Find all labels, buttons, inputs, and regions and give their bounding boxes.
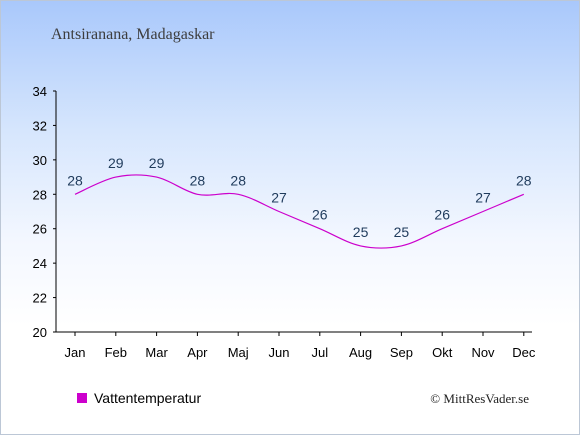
data-label: 25 — [394, 224, 410, 240]
x-tick-label: Aug — [349, 345, 372, 360]
data-label: 27 — [271, 190, 287, 206]
x-tick-label: Apr — [187, 345, 208, 360]
x-tick-label: Feb — [105, 345, 127, 360]
x-tick-label: Jan — [65, 345, 86, 360]
x-tick-label: Okt — [432, 345, 453, 360]
y-tick-label: 34 — [33, 84, 47, 99]
axes: 20 22 24 26 28 30 32 34 Jan Feb Mar Apr Maj Jun Jul Aug… — [33, 84, 536, 360]
data-label: 28 — [230, 172, 246, 188]
y-tick-label: 26 — [33, 222, 47, 237]
x-tick-label: Maj — [228, 345, 249, 360]
legend: Vattentemperatur — [77, 390, 201, 406]
chart-title: Antsiranana, Madagaskar — [51, 26, 215, 43]
data-label: 26 — [434, 207, 450, 223]
data-label: 25 — [353, 224, 369, 240]
y-tick-label: 28 — [33, 187, 47, 202]
x-tick-label: Sep — [390, 345, 413, 360]
data-label: 26 — [312, 207, 328, 223]
x-tick-label: Mar — [145, 345, 168, 360]
series-line-vattentemperatur — [74, 174, 525, 249]
data-label: 29 — [149, 155, 165, 171]
plot-area: 28 29 29 28 28 27 26 25 25 26 27 28 — [67, 155, 532, 249]
data-label: 28 — [190, 172, 206, 188]
data-label: 29 — [108, 155, 124, 171]
credit-text: © MittResVader.se — [430, 391, 529, 406]
x-tick-label: Dec — [512, 345, 536, 360]
y-tick-label: 24 — [33, 256, 47, 271]
data-label: 28 — [67, 172, 83, 188]
legend-label: Vattentemperatur — [94, 390, 201, 406]
y-tick-label: 20 — [33, 325, 47, 340]
x-tick-label: Nov — [471, 345, 495, 360]
data-label: 28 — [516, 172, 532, 188]
y-tick-label: 30 — [33, 153, 47, 168]
x-tick-label: Jul — [311, 345, 328, 360]
data-label: 27 — [475, 190, 491, 206]
legend-swatch — [77, 393, 87, 403]
y-tick-label: 22 — [33, 291, 47, 306]
y-tick-label: 32 — [33, 118, 47, 133]
x-tick-label: Jun — [269, 345, 290, 360]
